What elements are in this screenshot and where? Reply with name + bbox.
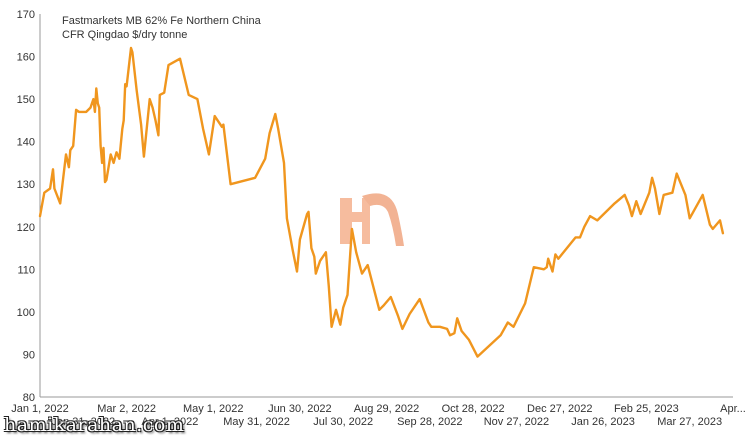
x-tick-label-row1: Aug 29, 2022 — [354, 403, 419, 415]
y-tick-label: 90 — [23, 349, 35, 361]
x-tick-label-row2: Sep 28, 2022 — [397, 416, 462, 428]
x-tick-label-row1: Dec 27, 2022 — [527, 403, 592, 415]
y-tick-label: 100 — [17, 307, 35, 319]
x-tick-label-row2: Jan 26, 2023 — [571, 416, 635, 428]
x-tick-label-row1: Jun 30, 2022 — [268, 403, 332, 415]
x-tick-label-row2: Jul 30, 2022 — [313, 416, 373, 428]
chart-title: Fastmarkets MB 62% Fe Northern China CFR… — [62, 15, 262, 41]
y-tick-label: 130 — [17, 179, 35, 191]
x-tick-label-row1: Oct 28, 2022 — [442, 403, 505, 415]
x-tick-label-row1: May 1, 2022 — [183, 403, 244, 415]
y-tick-label: 110 — [17, 264, 35, 276]
chart-title-line-2: CFR Qingdao $/dry tonne — [62, 29, 187, 41]
hf-logo-icon — [340, 193, 404, 246]
y-tick-label: 150 — [17, 94, 35, 106]
x-tick-label-row1: Apr... — [720, 403, 746, 415]
x-axis: Jan 1, 2022 Mar 2, 2022 May 1, 2022 Jun 30,… — [11, 396, 746, 428]
x-tick-label-row2: May 31, 2022 — [223, 416, 290, 428]
x-tick-label-row2: Nov 27, 2022 — [484, 416, 549, 428]
watermark-text: hamikarahan.com — [4, 414, 185, 436]
price-series-line — [38, 46, 725, 358]
x-tick-label-row1: Jan 1, 2022 — [11, 403, 69, 415]
y-tick-label: 140 — [17, 137, 35, 149]
chart-title-line-1: Fastmarkets MB 62% Fe Northern China — [62, 15, 262, 27]
x-tick-label-row2: Apr 1, 2022 — [142, 416, 199, 428]
x-tick-label-row2: Mar 27, 2023 — [657, 416, 722, 428]
x-tick-label-row2: Jan 31, 2022 — [52, 416, 116, 428]
y-tick-label: 160 — [17, 52, 35, 64]
y-axis: 80 90 100 110 120 130 140 150 160 170 — [17, 9, 41, 404]
y-tick-label: 80 — [23, 392, 35, 404]
y-tick-label: 120 — [17, 222, 35, 234]
y-tick-label: 170 — [17, 9, 35, 21]
x-tick-label-row1: Feb 25, 2023 — [614, 403, 679, 415]
x-tick-label-row1: Mar 2, 2022 — [97, 403, 156, 415]
